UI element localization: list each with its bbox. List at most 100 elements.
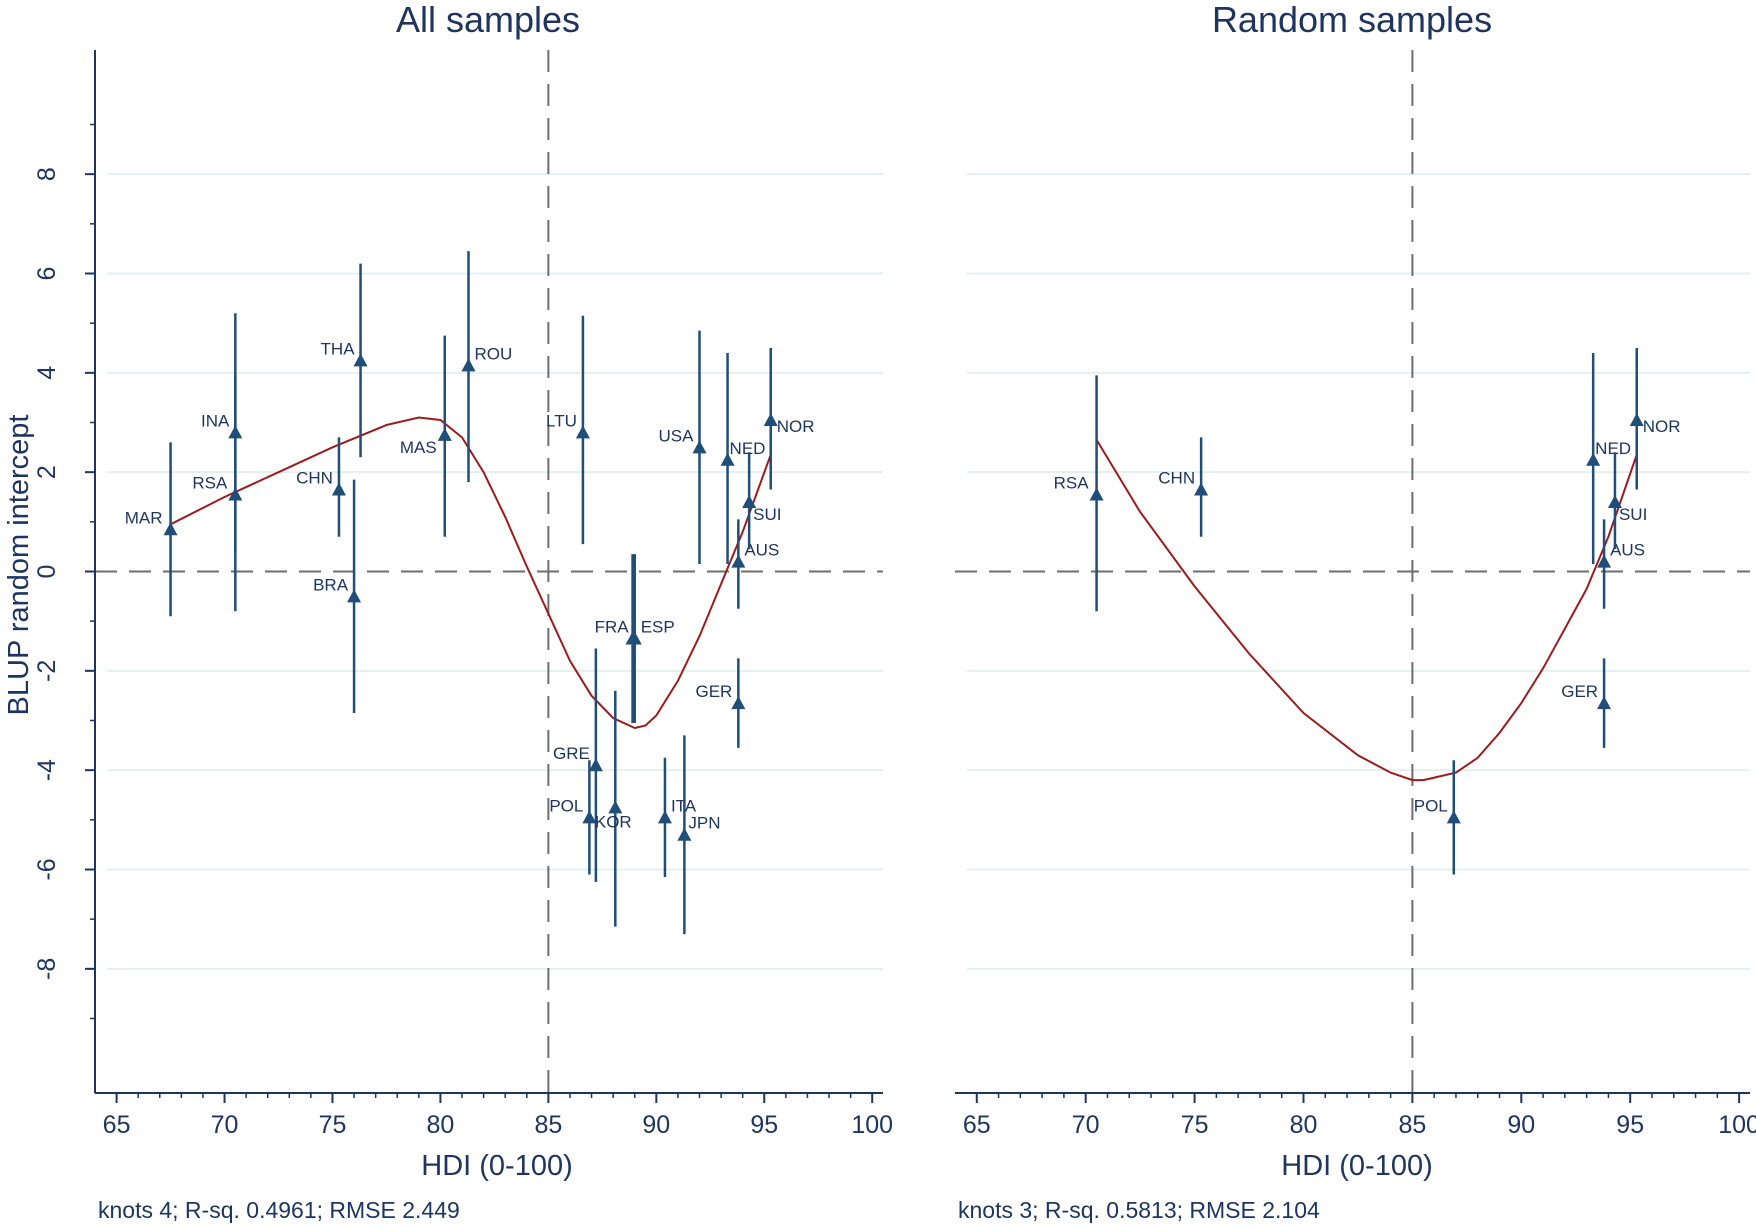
- triangle-marker: [657, 810, 672, 824]
- data-point-ned: NED: [1586, 352, 1631, 565]
- triangle-marker: [461, 358, 476, 372]
- grid-lines: [107, 173, 883, 970]
- y-tick-label: -6: [33, 858, 61, 880]
- point-label: FRA: [595, 618, 630, 637]
- data-points: RSA CHN POL NED AUS GER SUI NOR: [1054, 348, 1681, 875]
- x-tick-label: 65: [963, 1111, 991, 1139]
- axes: 65 70 75 80 85 90 95 100: [955, 1092, 1756, 1139]
- x-tick-label: 100: [851, 1111, 893, 1139]
- panel-title: All samples: [396, 0, 580, 40]
- data-point-chn: CHN: [296, 437, 346, 537]
- point-label: KOR: [595, 812, 632, 831]
- triangle-marker: [763, 413, 778, 427]
- point-label: ESP: [641, 618, 675, 637]
- panel-random-samples: Random samples HDI (0-100) knots 3; R-sq…: [955, 0, 1756, 1223]
- triangle-marker: [1194, 482, 1209, 496]
- x-tick-label: 100: [1718, 1111, 1756, 1139]
- point-label: BRA: [313, 575, 349, 594]
- data-points: MAR RSA INA CHN BRA THA MAS ROU LTU POL GRE KOR FRA E…: [125, 251, 815, 935]
- x-tick-label: 70: [211, 1111, 239, 1139]
- reference-lines: [95, 50, 883, 1093]
- x-tick-label: 95: [1616, 1111, 1644, 1139]
- model-fit-note: knots 4; R-sq. 0.4961; RMSE 2.449: [98, 1197, 460, 1223]
- point-label: AUS: [744, 541, 779, 560]
- point-label: SUI: [1619, 505, 1647, 524]
- data-point-bra: BRA: [313, 479, 362, 714]
- triangle-marker: [1446, 810, 1461, 824]
- data-point-rou: ROU: [461, 251, 512, 483]
- x-axis-title: HDI (0-100): [1281, 1150, 1433, 1182]
- spline-fit: [1095, 439, 1638, 782]
- point-label: NED: [730, 439, 766, 458]
- data-point-tha: THA: [321, 263, 368, 458]
- x-tick-label: 90: [642, 1111, 670, 1139]
- point-label: INA: [201, 411, 230, 430]
- data-point-ned: NED: [720, 352, 766, 565]
- triangle-marker: [1089, 487, 1104, 501]
- reference-lines: [955, 50, 1750, 1093]
- data-point-nor: NOR: [1629, 348, 1681, 490]
- x-tick-label: 75: [1181, 1111, 1209, 1139]
- spline-fit-line: [1095, 439, 1638, 782]
- point-label: MAS: [400, 438, 437, 457]
- model-fit-note: knots 3; R-sq. 0.5813; RMSE 2.104: [958, 1197, 1320, 1223]
- triangle-marker: [353, 353, 368, 367]
- point-label: GER: [696, 682, 733, 701]
- triangle-marker: [608, 800, 623, 814]
- point-label: MAR: [125, 508, 163, 527]
- point-label: LTU: [546, 411, 577, 430]
- x-tick-label: 75: [319, 1111, 347, 1139]
- triangle-marker: [575, 425, 590, 439]
- point-label: AUS: [1610, 541, 1645, 560]
- point-label: CHN: [296, 469, 333, 488]
- data-point-mar: MAR: [125, 442, 178, 617]
- x-tick-label: 85: [1398, 1111, 1426, 1139]
- data-point-sui: SUI: [742, 452, 781, 550]
- triangle-marker: [1586, 452, 1601, 466]
- y-tick-label: -4: [33, 759, 61, 781]
- x-tick-label: 65: [103, 1111, 131, 1139]
- data-point-nor: NOR: [763, 348, 815, 490]
- x-tick-label: 80: [1290, 1111, 1318, 1139]
- panel-all-samples: All samples BLUP random intercept HDI (0…: [3, 0, 893, 1223]
- y-tick-label: -8: [33, 958, 61, 980]
- data-point-mas: MAS: [400, 335, 452, 537]
- data-point-pol: POL: [549, 760, 597, 875]
- y-tick-label: 6: [33, 267, 61, 281]
- x-tick-label: 90: [1507, 1111, 1535, 1139]
- data-point-ltu: LTU: [546, 315, 590, 545]
- y-tick-label: 0: [33, 565, 61, 579]
- triangle-marker: [731, 554, 746, 568]
- data-point-aus: AUS: [731, 519, 779, 609]
- data-point-esp: ESP: [627, 554, 675, 723]
- point-label: GRE: [553, 744, 590, 763]
- point-label: POL: [1414, 796, 1448, 815]
- spline-fit: [170, 416, 772, 730]
- triangle-marker: [677, 827, 692, 841]
- x-tick-label: 70: [1072, 1111, 1100, 1139]
- data-point-jpn: JPN: [677, 735, 721, 935]
- triangle-marker: [731, 696, 746, 710]
- triangle-marker: [720, 452, 735, 466]
- triangle-marker: [692, 440, 707, 454]
- triangle-marker: [331, 482, 346, 496]
- data-point-ger: GER: [696, 658, 746, 748]
- triangle-marker: [1597, 696, 1612, 710]
- y-tick-label: 4: [33, 366, 61, 380]
- point-label: ROU: [474, 344, 512, 363]
- triangle-marker: [627, 631, 642, 645]
- point-label: THA: [321, 339, 356, 358]
- triangle-marker: [1629, 413, 1644, 427]
- point-label: RSA: [1054, 474, 1090, 493]
- triangle-marker: [347, 589, 362, 603]
- point-label: GER: [1561, 682, 1598, 701]
- data-point-gre: GRE: [553, 648, 603, 882]
- point-label: CHN: [1158, 469, 1195, 488]
- point-label: JPN: [688, 814, 720, 833]
- y-tick-label: -2: [33, 660, 61, 682]
- axes: 65 70 75 80 85 90 95 100 8 6 4 2 0 -2 -4 -6 -8: [33, 50, 893, 1139]
- point-label: POL: [549, 796, 583, 815]
- triangle-marker: [588, 758, 603, 772]
- data-point-ger: GER: [1561, 658, 1612, 748]
